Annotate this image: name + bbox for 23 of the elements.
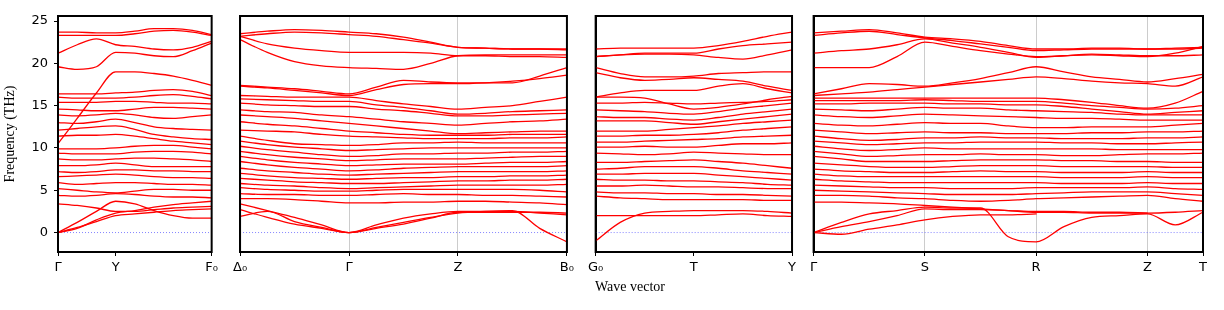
x-tick-label: Γ bbox=[54, 259, 63, 275]
x-tick-label: B₀ bbox=[559, 259, 575, 275]
y-tick-label: 10 bbox=[31, 139, 48, 155]
x-tick-label: R bbox=[1031, 259, 1041, 275]
x-tick-label: Y bbox=[110, 259, 120, 275]
x-tick-label: S bbox=[920, 259, 930, 275]
x-tick-label: Z bbox=[1142, 259, 1152, 275]
x-tick-label: Z bbox=[453, 259, 463, 275]
x-tick-label: Γ bbox=[810, 259, 818, 275]
y-tick-label: 15 bbox=[31, 97, 48, 113]
x-tick-label: Y bbox=[787, 259, 797, 275]
y-tick-label: 5 bbox=[39, 181, 48, 197]
y-tick-label: 0 bbox=[39, 223, 48, 239]
x-tick-label: Δ₀ bbox=[233, 259, 248, 275]
x-tick-label: F₀ bbox=[205, 259, 219, 275]
y-tick-label: 20 bbox=[31, 54, 48, 70]
x-tick-label: Γ bbox=[345, 259, 354, 275]
x-tick-label: T bbox=[1198, 259, 1208, 275]
y-axis-title: Frequency (THz) bbox=[2, 85, 19, 183]
x-tick-label: G₀ bbox=[587, 259, 604, 275]
y-tick-label: 25 bbox=[31, 12, 48, 28]
x-tick-label: T bbox=[688, 259, 698, 275]
x-axis-title: Wave vector bbox=[595, 278, 666, 294]
